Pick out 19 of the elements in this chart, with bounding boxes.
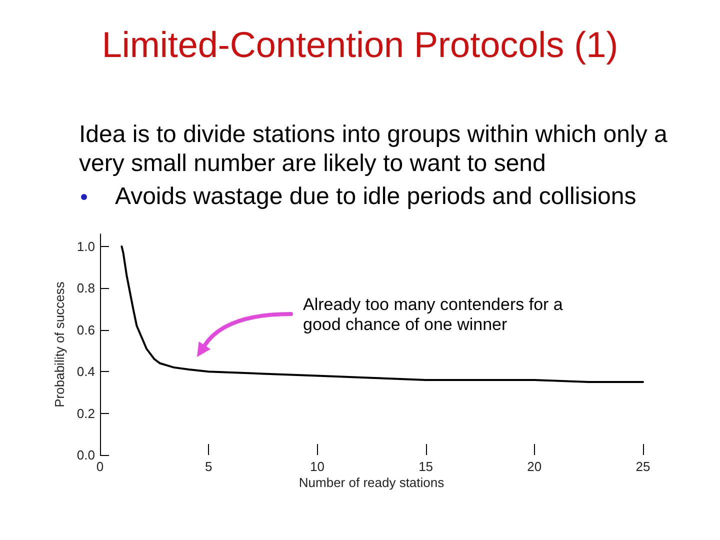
y-tick-label: 0.0 bbox=[76, 448, 95, 462]
annotation: Already too many contenders for a good chance of one winner bbox=[303, 295, 563, 334]
text: Avoids wastage due to idle periods and collisions bbox=[115, 183, 636, 210]
chart-subtitle: Idea is to divide stations into groups within which only a very small number are likely to want to send bbox=[79, 120, 668, 178]
line-series bbox=[120, 246, 644, 384]
x-tick-label: 0 bbox=[96, 459, 104, 474]
x-tick-label: 15 bbox=[418, 459, 434, 474]
y-tick-label: 1.0 bbox=[76, 239, 95, 254]
y-tick-label: 0.8 bbox=[76, 280, 95, 296]
x-tick-label: 20 bbox=[527, 459, 542, 474]
x-tick-label: 5 bbox=[204, 459, 212, 474]
y-tick-label: 0.6 bbox=[76, 322, 95, 338]
y-tick-label: 0.2 bbox=[76, 406, 95, 421]
y-tick-label: 0.4 bbox=[76, 364, 95, 380]
x-axis-title: Number of ready stations bbox=[298, 475, 445, 490]
x-tick-label: 25 bbox=[636, 459, 650, 474]
y-axis-title: Probability of success bbox=[52, 281, 68, 408]
x-tick-label: 10 bbox=[310, 459, 324, 474]
chart-title: Limited-Contention Protocols (1) bbox=[102, 24, 618, 65]
